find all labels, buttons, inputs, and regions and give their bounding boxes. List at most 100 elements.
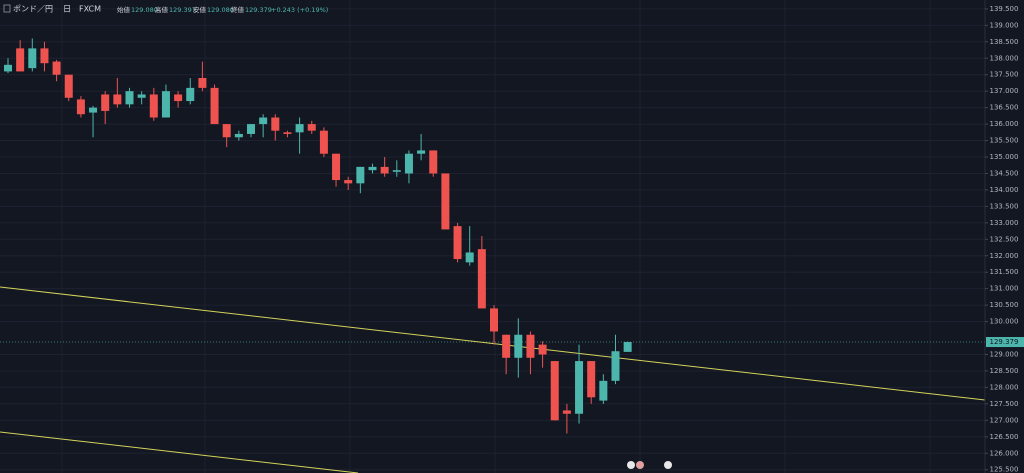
candle-body: [441, 173, 450, 230]
ohlc-value: 129.379: [245, 6, 272, 14]
y-tick-label: 128.500: [990, 367, 1019, 375]
y-tick-label: 130.500: [990, 301, 1019, 309]
candle-body: [113, 94, 122, 105]
candle-body: [514, 334, 523, 358]
ohlc-label: 終値: [231, 5, 245, 14]
candle-body: [222, 124, 231, 138]
y-tick-label: 126.500: [990, 433, 1019, 441]
ohlc-value: 129.397: [169, 6, 196, 14]
candle-body: [477, 249, 486, 309]
candle-body: [259, 117, 268, 125]
candle-body: [538, 344, 547, 355]
candle-body: [4, 64, 12, 72]
y-tick-label: 138.000: [990, 54, 1019, 62]
candle-body: [198, 78, 207, 88]
candle-body: [490, 308, 498, 332]
y-tick-label: 127.500: [990, 400, 1019, 408]
candle-body: [356, 166, 365, 184]
candle-body: [575, 361, 584, 414]
y-tick-label: 129.000: [990, 351, 1019, 359]
candle-body: [174, 94, 183, 102]
candle-body: [64, 74, 73, 98]
source[interactable]: FXCM: [79, 5, 101, 14]
candle-body: [599, 380, 608, 401]
y-tick-label: 137.000: [990, 87, 1019, 95]
last-price-label: 129.379: [990, 338, 1019, 346]
candle-body: [271, 117, 280, 131]
y-tick-label: 133.000: [990, 219, 1019, 227]
y-tick-label: 125.500: [990, 466, 1019, 473]
icon: [3, 4, 11, 13]
candle-body: [392, 170, 401, 172]
y-tick-label: 137.500: [990, 71, 1019, 79]
y-tick-label: 132.000: [990, 252, 1019, 260]
y-tick-label: 136.000: [990, 120, 1019, 128]
candle-body: [550, 361, 559, 421]
event-icon[interactable]: [664, 461, 672, 469]
y-tick-label: 126.000: [990, 449, 1019, 457]
price-axis: 139.500 139.000 138.500 138.000 137.500 137.0…: [985, 5, 1024, 473]
y-tick-label: 130.000: [990, 318, 1019, 326]
candle-body: [526, 334, 535, 358]
candle-body: [380, 166, 389, 174]
y-tick-label: 136.500: [990, 104, 1019, 112]
event-icons: [627, 461, 672, 469]
candle-body: [417, 150, 426, 154]
candle-body: [76, 99, 85, 115]
header: ポンド／円 日 FXCM: [3, 4, 101, 14]
candle-body: [247, 124, 255, 134]
symbol: ポンド／円: [13, 5, 53, 14]
candle-body: [283, 132, 292, 134]
y-tick-label: 132.500: [990, 235, 1019, 243]
candle-body: [502, 334, 511, 358]
trend-line: [0, 286, 986, 401]
candle-body: [404, 153, 413, 174]
candle-body: [161, 91, 170, 118]
candle-body: [623, 342, 632, 352]
y-tick-label: 135.500: [990, 137, 1019, 145]
candle-body: [562, 410, 571, 414]
ohlc-label: 始値: [117, 5, 131, 14]
y-tick-label: 138.500: [990, 38, 1019, 46]
y-tick-label: 134.000: [990, 186, 1019, 194]
y-tick-label: 128.000: [990, 383, 1019, 391]
candle-body: [319, 130, 328, 154]
candle-body: [611, 351, 620, 381]
candle-body: [186, 87, 195, 102]
candle-body: [89, 107, 98, 113]
candle-body: [137, 94, 146, 98]
last-price-box: [986, 337, 1024, 348]
candle-body: [125, 91, 134, 105]
candle-body: [344, 180, 353, 184]
y-tick-label: 139.500: [990, 5, 1019, 13]
ohlc-label: 安値: [193, 5, 207, 14]
ohlc-value: 129.080: [207, 6, 234, 14]
event-icon[interactable]: [627, 461, 635, 469]
candle-body: [210, 87, 219, 125]
candle-body: [52, 61, 61, 75]
event-icon[interactable]: [636, 461, 644, 469]
y-tick-label: 135.000: [990, 153, 1019, 161]
y-tick-label: 133.500: [990, 202, 1019, 210]
y-tick-label: 131.500: [990, 268, 1019, 276]
candle-body: [368, 166, 377, 171]
interval[interactable]: 日: [63, 5, 71, 14]
candle-body: [587, 361, 596, 398]
y-tick-label: 127.000: [990, 416, 1019, 424]
y-tick-label: 131.000: [990, 285, 1019, 293]
y-tick-label: 134.500: [990, 169, 1019, 177]
candle-body: [332, 153, 341, 181]
candle-body: [101, 94, 110, 111]
candle-body: [429, 150, 438, 174]
candles: [4, 38, 632, 434]
candle-body: [40, 48, 49, 64]
candle-body: [295, 124, 304, 133]
candle-body: [465, 252, 474, 263]
candle-body: [28, 48, 37, 69]
candle-body: [453, 226, 462, 260]
grid: [0, 8, 985, 471]
